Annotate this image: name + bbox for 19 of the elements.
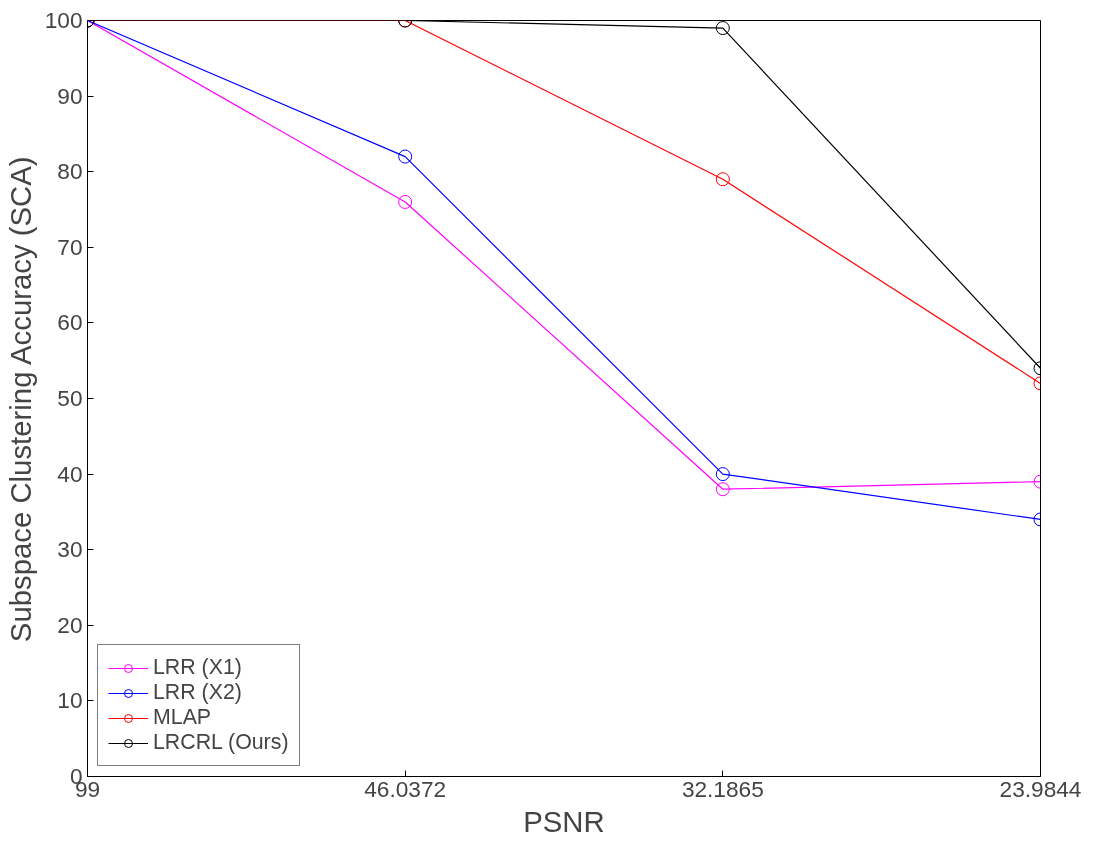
- x-tick-label: 46.0372: [364, 775, 447, 802]
- y-tick-label: 100: [44, 7, 83, 33]
- y-tick-label: 60: [57, 309, 83, 336]
- y-tick-label: 80: [57, 158, 83, 185]
- y-tick-label: 10: [57, 687, 83, 714]
- x-tick-label: 32.1865: [681, 775, 764, 802]
- y-tick-label: 40: [57, 460, 83, 487]
- legend-label: LRCRL (Ours): [153, 730, 289, 755]
- x-tick-label: 23.9844: [999, 775, 1082, 802]
- legend-label: MLAP: [153, 705, 212, 730]
- x-axis-title: PSNR: [523, 804, 605, 838]
- y-tick-label: 50: [57, 385, 83, 411]
- y-tick-label: 90: [57, 82, 83, 109]
- y-tick-label: 30: [57, 536, 83, 563]
- y-tick-label: 20: [57, 611, 83, 638]
- y-axis-title: Subspace Clustering Accuracy (SCA): [3, 156, 37, 643]
- y-tick-label: 70: [57, 233, 83, 260]
- legend-label: LRR (X1): [153, 655, 242, 680]
- legend-label: LRR (X2): [153, 680, 242, 705]
